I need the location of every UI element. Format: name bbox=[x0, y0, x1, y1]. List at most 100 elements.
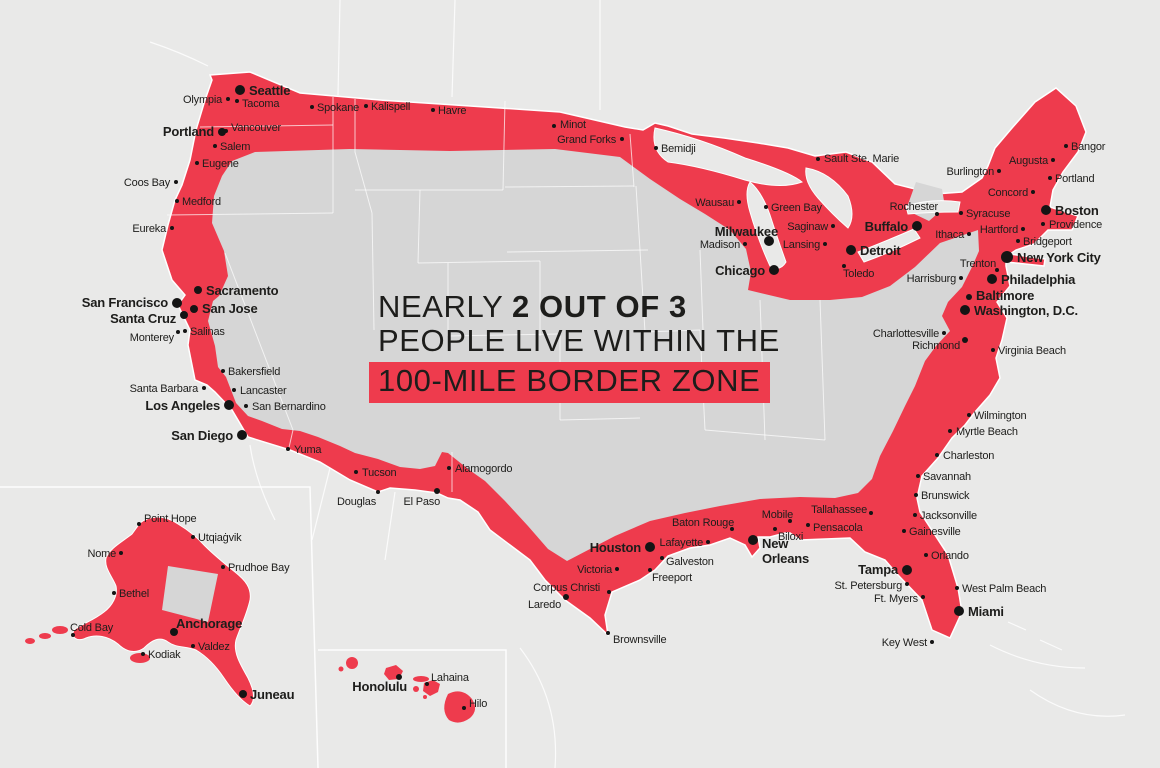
city-dot-detroit bbox=[846, 245, 856, 255]
city-label-biloxi: Biloxi bbox=[778, 531, 803, 543]
city-label-alamogordo: Alamogordo bbox=[455, 463, 512, 475]
city-dot-charlottesville bbox=[942, 331, 946, 335]
city-label-toledo: Toledo bbox=[843, 268, 874, 280]
city-marker-eugene-6: Eugene bbox=[195, 158, 239, 170]
city-label-lahaina: Lahaina bbox=[431, 672, 470, 684]
city-dot-providence bbox=[1041, 222, 1045, 226]
city-label-virginia-beach: Virginia Beach bbox=[998, 345, 1066, 357]
city-label-santa-cruz: Santa Cruz bbox=[110, 311, 177, 326]
city-marker-bethel-97: Bethel bbox=[112, 588, 149, 600]
city-label-san-bernardino: San Bernardino bbox=[252, 401, 326, 413]
city-marker-baltimore-60: Baltimore bbox=[966, 288, 1034, 303]
city-dot-biloxi bbox=[773, 527, 777, 531]
city-dot-rochester bbox=[935, 212, 939, 216]
city-dot-cold-bay bbox=[71, 633, 75, 637]
city-label-victoria: Victoria bbox=[577, 564, 613, 576]
city-dot-mobile bbox=[788, 519, 792, 523]
city-dot-madison bbox=[743, 242, 747, 246]
city-label-utqia-vik: Utqiaġvik bbox=[198, 532, 242, 544]
city-dot-monterey bbox=[176, 330, 180, 334]
city-label-madison: Madison bbox=[700, 239, 740, 251]
city-dot-laredo bbox=[563, 594, 569, 600]
city-dot-santa-cruz bbox=[180, 311, 188, 319]
city-marker-monterey-20: Monterey bbox=[130, 330, 180, 344]
city-marker-baton-rouge-83: Baton Rouge bbox=[672, 517, 734, 531]
alaska-zone bbox=[72, 516, 255, 707]
city-label-san-diego: San Diego bbox=[171, 428, 233, 443]
city-marker-virginia-beach-64: Virginia Beach bbox=[991, 345, 1066, 357]
city-label-philadelphia: Philadelphia bbox=[1001, 272, 1076, 287]
city-label-coos-bay: Coos Bay bbox=[124, 177, 171, 189]
city-label-bethel: Bethel bbox=[119, 588, 149, 600]
city-label-cold-bay: Cold Bay bbox=[70, 622, 114, 634]
city-markers: Seattle Olympia Tacoma Vancouver Portland Sal… bbox=[70, 83, 1106, 710]
city-dot-spokane bbox=[310, 105, 314, 109]
city-dot-washington-d-c bbox=[960, 305, 970, 315]
city-label-eugene: Eugene bbox=[202, 158, 239, 170]
city-marker-washington-d-c-61: Washington, D.C. bbox=[960, 303, 1078, 318]
city-marker-rochester-44: Rochester bbox=[890, 201, 939, 216]
city-marker-san-bernardino-26: San Bernardino bbox=[244, 401, 326, 413]
city-dot-burlington bbox=[997, 169, 1001, 173]
headline-highlight: 100-MILE BORDER ZONE bbox=[369, 362, 771, 403]
city-dot-tampa bbox=[902, 565, 912, 575]
city-label-corpus-christi: Corpus Christi bbox=[533, 582, 600, 594]
city-label-key-west: Key West bbox=[882, 637, 927, 649]
city-dot-ft-myers bbox=[921, 595, 925, 599]
city-marker-hartford-54: Hartford bbox=[980, 224, 1025, 236]
city-marker-bangor-50: Bangor bbox=[1064, 141, 1106, 153]
background-coast-lines bbox=[149, 0, 1126, 768]
city-marker-valdez-101: Valdez bbox=[191, 641, 230, 653]
city-label-myrtle-beach: Myrtle Beach bbox=[956, 426, 1018, 438]
city-marker-pensacola-80: Pensacola bbox=[806, 522, 864, 534]
city-marker-myrtle-beach-66: Myrtle Beach bbox=[948, 426, 1018, 438]
city-dot-ithaca bbox=[967, 232, 971, 236]
city-dot-lancaster bbox=[232, 388, 236, 392]
city-dot-chicago bbox=[769, 265, 779, 275]
city-marker-houston-86: Houston bbox=[590, 540, 655, 555]
city-label-el-paso: El Paso bbox=[403, 496, 440, 508]
city-label-juneau: Juneau bbox=[250, 687, 295, 702]
city-label-havre: Havre bbox=[438, 105, 466, 117]
city-label-valdez: Valdez bbox=[198, 641, 230, 653]
city-label-laredo: Laredo bbox=[528, 599, 561, 611]
city-dot-point-hope bbox=[137, 522, 141, 526]
city-label-sacramento: Sacramento bbox=[206, 283, 279, 298]
city-dot-myrtle-beach bbox=[948, 429, 952, 433]
city-label-hartford: Hartford bbox=[980, 224, 1018, 236]
city-marker-salem-5: Salem bbox=[213, 141, 250, 153]
city-label-yuma: Yuma bbox=[294, 444, 322, 456]
city-marker-victoria-89: Victoria bbox=[577, 564, 619, 576]
city-marker-point-hope-93: Point Hope bbox=[137, 513, 197, 526]
city-label-savannah: Savannah bbox=[923, 471, 971, 483]
city-dot-lafayette bbox=[706, 540, 710, 544]
city-dot-gainesville bbox=[902, 529, 906, 533]
lake-superior bbox=[653, 127, 803, 186]
city-label-seattle: Seattle bbox=[249, 83, 290, 98]
city-marker-yuma-28: Yuma bbox=[286, 444, 323, 456]
hawaii-island-kahoolawe bbox=[423, 695, 427, 699]
city-marker-philadelphia-59: Philadelphia bbox=[987, 272, 1076, 287]
city-dot-bakersfield bbox=[221, 369, 225, 373]
city-marker-lahaina-104: Lahaina bbox=[425, 672, 470, 686]
city-dot-lahaina bbox=[425, 682, 429, 686]
city-marker-kodiak-99: Kodiak bbox=[141, 649, 181, 661]
city-label-vancouver: Vancouver bbox=[231, 122, 282, 134]
city-dot-san-jose bbox=[190, 305, 198, 313]
city-label-harrisburg: Harrisburg bbox=[907, 273, 956, 285]
city-dot-richmond bbox=[962, 337, 968, 343]
city-marker-richmond-63: Richmond bbox=[912, 337, 968, 352]
city-marker-lancaster-24: Lancaster bbox=[232, 385, 287, 397]
city-marker-syracuse-45: Syracuse bbox=[959, 208, 1011, 220]
city-marker-medford-8: Medford bbox=[175, 196, 221, 208]
city-dot-santa-barbara bbox=[202, 386, 206, 390]
city-dot-yuma bbox=[286, 447, 290, 451]
city-dot-west-palm-beach bbox=[955, 586, 959, 590]
city-marker-west-palm-beach-76: West Palm Beach bbox=[955, 583, 1047, 595]
city-dot-syracuse bbox=[959, 211, 963, 215]
city-marker-havre-12: Havre bbox=[431, 105, 467, 117]
city-label-lansing: Lansing bbox=[783, 239, 820, 251]
city-marker-detroit-41: Detroit bbox=[846, 243, 902, 258]
city-marker-coos-bay-7: Coos Bay bbox=[124, 177, 178, 189]
city-dot-sacramento bbox=[194, 286, 202, 294]
